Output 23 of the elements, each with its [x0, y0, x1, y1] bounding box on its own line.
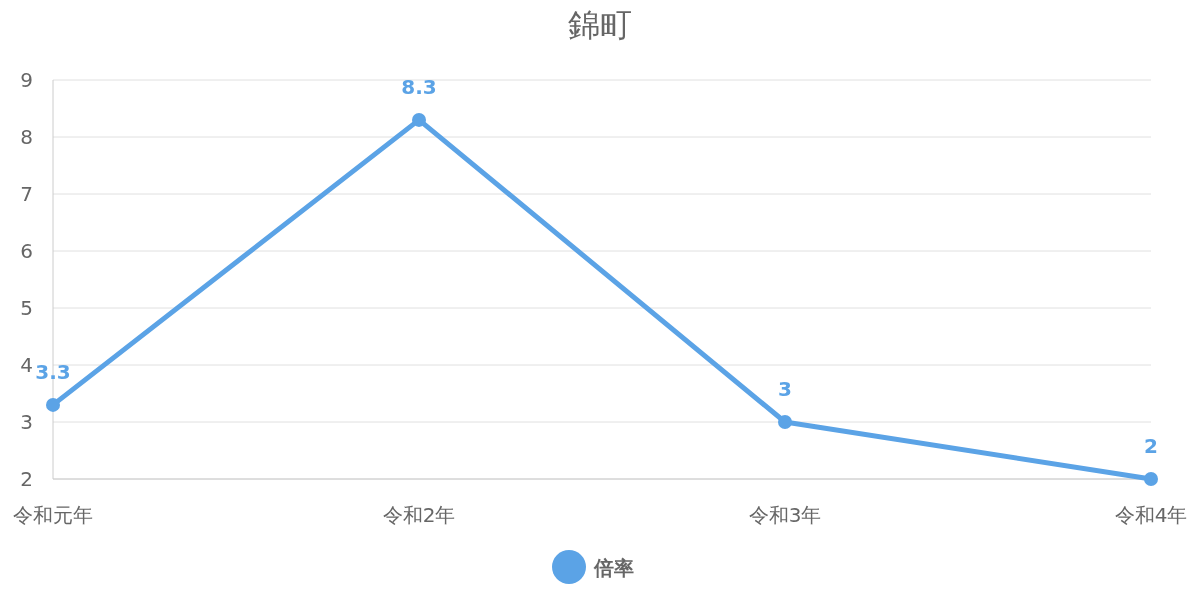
x-tick-label: 令和3年 [748, 503, 822, 527]
y-tick-label: 8 [20, 125, 33, 149]
y-tick-label: 4 [20, 353, 33, 377]
y-tick-label: 9 [20, 68, 33, 92]
y-tick-label: 3 [20, 410, 33, 434]
legend: 倍率 [552, 550, 634, 584]
data-label: 2 [1144, 434, 1158, 458]
y-tick-label: 7 [20, 182, 33, 206]
data-label: 3.3 [35, 359, 71, 384]
x-tick-label: 令和4年 [1114, 503, 1188, 527]
y-tick-label: 6 [20, 239, 33, 263]
y-tick-label: 5 [20, 296, 33, 320]
x-tick-label: 令和元年 [13, 503, 93, 527]
data-label: 3 [778, 377, 792, 401]
point [778, 415, 792, 429]
data-label: 8.3 [401, 74, 437, 99]
y-tick-label: 2 [20, 467, 33, 491]
legend-label: 倍率 [593, 556, 634, 580]
point [412, 112, 426, 127]
x-tick-label: 令和2年 [382, 503, 456, 527]
point [46, 397, 60, 412]
chart-title: 錦町 [568, 6, 632, 44]
point [1144, 472, 1158, 486]
